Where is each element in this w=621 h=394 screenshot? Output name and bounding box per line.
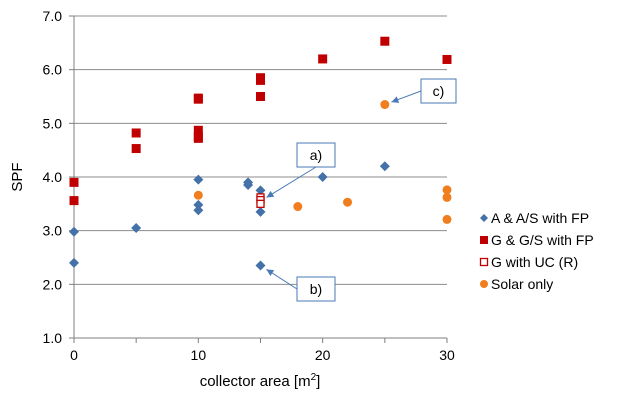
callout-label: c) [433, 83, 445, 99]
callout-label: b) [310, 281, 322, 297]
data-point-circle [380, 100, 390, 110]
callout-arrowhead [391, 96, 400, 103]
legend-item-a-as: A & A/S with FP [480, 210, 589, 226]
legend-diamond-icon [480, 214, 488, 222]
data-point-circle [193, 190, 203, 200]
x-tick-label: 0 [70, 347, 78, 363]
data-point-diamond [69, 257, 79, 268]
data-point-square [193, 94, 203, 104]
x-axis-label: collector area [m2] [200, 372, 321, 390]
gridlines [74, 15, 447, 339]
x-axis-label-text: collector area [m [200, 373, 311, 390]
data-point-square [256, 75, 265, 85]
data-point-circle [442, 214, 452, 224]
legend: A & A/S with FP G & G/S with FP G with U… [479, 210, 594, 292]
y-tick-label: 2.0 [43, 276, 63, 292]
annotations: a) b) c) [266, 78, 457, 302]
data-point-diamond [193, 174, 204, 185]
data-point-diamond [243, 180, 254, 191]
legend-label: A & A/S with FP [491, 210, 589, 226]
callout-arrowhead [266, 190, 275, 198]
callout-leader-line [266, 166, 317, 198]
legend-open-square-icon [479, 257, 489, 267]
data-point-circle [442, 192, 452, 202]
callout-box [296, 142, 336, 168]
data-point-diamond [193, 205, 204, 216]
x-tick-label: 10 [191, 347, 207, 363]
data-point-square [442, 54, 452, 64]
tick-labels: 1.0 2.0 3.0 4.0 5.0 6.0 7.0 0 10 20 30 [43, 8, 455, 363]
legend-item-solar: Solar only [480, 276, 553, 292]
callout-arrowhead [266, 269, 275, 277]
data-point-diamond [69, 226, 79, 237]
y-axis-label: SPF [9, 162, 26, 191]
callout-box [296, 276, 336, 302]
data-point-square [193, 133, 203, 143]
data-point-square [69, 177, 79, 187]
axes [69, 15, 448, 343]
callout-box [420, 78, 457, 104]
legend-item-g-gs: G & G/S with FP [480, 232, 594, 248]
data-point-circle [442, 185, 452, 195]
data-points [69, 36, 452, 271]
y-tick-label: 1.0 [43, 330, 63, 346]
data-point-square [131, 128, 141, 138]
data-point-square [69, 196, 79, 206]
data-point-diamond [255, 206, 266, 217]
data-point-diamond [255, 185, 266, 196]
data-point-square [131, 144, 141, 154]
y-tick-label: 3.0 [43, 223, 63, 239]
x-axis-label-superscript: 2 [311, 372, 317, 383]
legend-label: G with UC (R) [491, 254, 578, 270]
data-point-circle [293, 202, 303, 212]
x-tick-label: 20 [315, 347, 331, 363]
y-tick-label: 5.0 [43, 115, 63, 131]
data-point-diamond [379, 161, 390, 172]
x-axis-label-end: ] [316, 373, 320, 390]
legend-item-g-uc: G with UC (R) [479, 254, 578, 270]
data-point-open-square [256, 199, 265, 208]
legend-square-icon [480, 236, 488, 244]
data-point-diamond [255, 260, 266, 271]
data-point-square [318, 54, 328, 64]
data-point-circle [343, 197, 353, 207]
y-tick-label: 4.0 [43, 169, 63, 185]
y-tick-label: 7.0 [43, 8, 63, 24]
x-tick-label: 30 [439, 347, 455, 363]
data-point-square [256, 92, 265, 101]
legend-label: Solar only [491, 276, 553, 292]
data-point-diamond [131, 222, 142, 233]
data-point-diamond [317, 172, 328, 182]
data-point-square [193, 125, 203, 135]
y-tick-label: 6.0 [43, 62, 63, 78]
data-point-diamond [193, 199, 204, 210]
legend-label: G & G/S with FP [491, 232, 594, 248]
legend-circle-icon [480, 280, 488, 288]
data-point-square [380, 36, 390, 46]
callout-label: a) [310, 147, 322, 163]
